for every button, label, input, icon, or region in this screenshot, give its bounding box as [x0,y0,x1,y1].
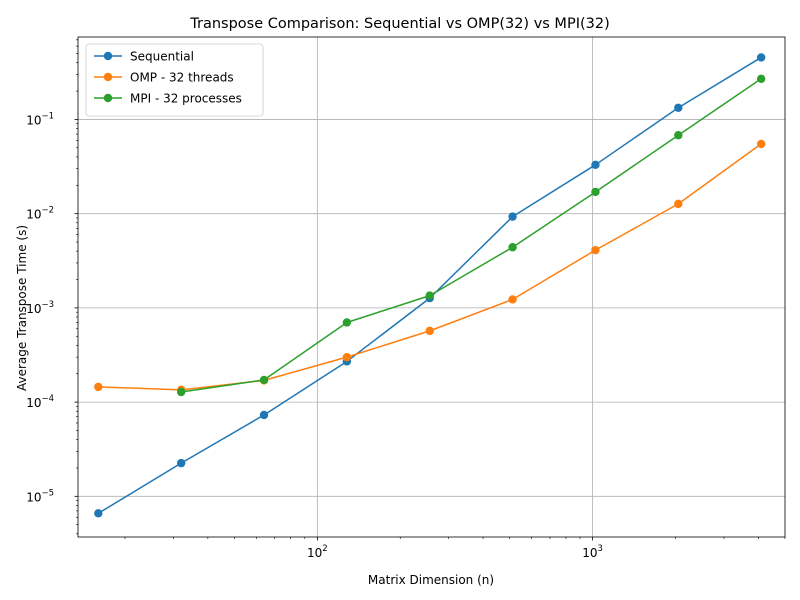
y-tick-label: 10−3 [26,300,54,316]
data-point [425,291,434,300]
data-point [342,318,352,327]
data-point [756,53,766,62]
legend-box [85,43,264,117]
data-point [591,160,600,170]
x-tick-label: 103 [582,544,603,560]
legend-swatch-marker [103,51,113,61]
y-tick-label: 10−4 [26,394,54,410]
series-layer [94,53,766,518]
plot-frame [77,36,786,538]
legend-swatch-marker [103,72,113,82]
data-point [756,139,766,149]
legend: Sequential OMP - 32 threads MPI - 32 proce… [85,43,264,117]
y-tick-label: 10−5 [26,488,54,504]
legend-label: Sequential [130,50,194,64]
data-point [259,375,269,385]
data-point [176,387,186,397]
major-ticks: 102 103 10−5 10−4 10−3 10−2 10−1 [26,111,603,560]
data-point [674,199,683,209]
data-point [591,245,600,255]
legend-item: MPI - 32 processes [94,92,242,106]
grid [78,37,785,537]
series-line [181,78,762,393]
legend-label: MPI - 32 processes [130,92,242,106]
data-point [674,103,683,112]
data-point [674,131,683,140]
data-point [591,187,600,197]
data-point [94,509,103,518]
data-point [94,382,103,392]
y-tick-label: 10−1 [26,111,54,127]
legend-item: OMP - 32 threads [94,71,234,85]
legend-label: OMP - 32 threads [130,71,234,85]
data-point [756,74,766,84]
x-tick-label: 102 [307,544,328,560]
data-point [259,410,269,420]
chart-title: Transpose Comparison: Sequential vs OMP(… [189,16,609,32]
y-tick-label: 10−2 [26,206,54,222]
data-point [508,243,517,252]
series-1 [94,139,766,395]
legend-swatch-marker [103,93,113,103]
y-axis-label: Average Transpose Time (s) [15,225,29,391]
data-point [425,326,434,336]
data-point [508,295,517,304]
data-point [176,458,186,468]
series-2 [176,74,766,397]
x-axis-label: Matrix Dimension (n) [368,573,494,587]
data-point [508,212,517,221]
legend-item: Sequential [94,50,194,64]
data-point [342,352,352,362]
